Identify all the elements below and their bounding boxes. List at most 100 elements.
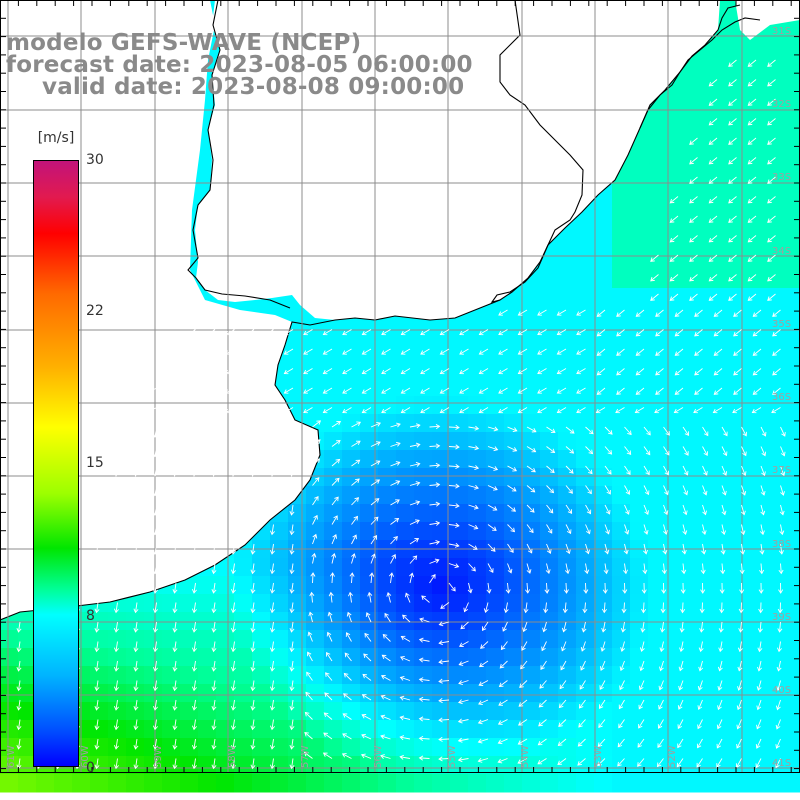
- wind-arrow: [616, 348, 625, 356]
- wind-arrow: [264, 348, 274, 355]
- wind-arrow: [565, 465, 574, 474]
- wind-arrow: [351, 440, 361, 447]
- wind-arrow-head: [244, 369, 250, 375]
- wind-arrow-head: [640, 628, 646, 633]
- wind-arrow: [213, 758, 216, 769]
- wind-arrow: [507, 504, 516, 512]
- wind-arrow-head: [306, 651, 312, 657]
- field-cell: [648, 198, 667, 217]
- wind-arrow-head: [186, 330, 191, 336]
- wind-arrow: [96, 582, 99, 593]
- wind-arrow-head: [205, 330, 211, 336]
- field-cell: [216, 576, 235, 595]
- field-cell: [594, 504, 613, 523]
- field-cell: [612, 450, 631, 469]
- wind-arrow: [206, 329, 216, 335]
- field-cell: [414, 414, 433, 433]
- wind-arrow: [312, 534, 317, 545]
- field-cell: [0, 684, 19, 703]
- wind-arrow-head: [455, 444, 460, 450]
- wind-arrow-head: [342, 350, 347, 355]
- field-cell: [378, 414, 397, 433]
- wind-arrow-head: [492, 526, 497, 531]
- wind-arrow-head: [94, 550, 100, 555]
- wind-arrow-head: [382, 633, 388, 639]
- field-cell: [792, 90, 800, 109]
- wind-arrow: [438, 719, 450, 721]
- wind-arrow: [717, 699, 723, 710]
- field-cell: [558, 432, 577, 451]
- wind-arrow-head: [584, 569, 590, 575]
- field-cell: [792, 288, 800, 307]
- wind-arrow-head: [679, 628, 685, 633]
- wind-arrow: [681, 621, 684, 632]
- wind-arrow-head: [361, 350, 367, 355]
- field-cell: [18, 648, 37, 667]
- wind-arrow-head: [728, 140, 733, 145]
- wind-arrows: [16, 59, 786, 770]
- field-cell: [666, 342, 685, 361]
- wind-arrow-head: [250, 569, 256, 575]
- wind-arrow-head: [659, 666, 664, 672]
- wind-arrow-head: [314, 477, 320, 482]
- field-cell: [504, 576, 523, 595]
- wind-arrow-head: [752, 351, 758, 356]
- wind-arrow: [154, 758, 157, 769]
- coastline-river: [187, 0, 291, 309]
- field-cell: [414, 558, 433, 577]
- wind-arrow-head: [697, 705, 703, 710]
- wind-arrow-head: [689, 159, 694, 165]
- wind-arrow: [560, 660, 567, 670]
- wind-arrow-head: [767, 62, 772, 67]
- field-cell: [468, 342, 487, 361]
- wind-arrow: [458, 699, 469, 703]
- wind-arrow-head: [152, 569, 158, 575]
- wind-arrow: [115, 504, 118, 515]
- field-cell: [576, 522, 595, 541]
- field-cell: [648, 162, 667, 181]
- wind-arrow: [526, 524, 534, 533]
- wind-arrow-head: [577, 761, 582, 766]
- field-cell: [720, 360, 739, 379]
- wind-arrow: [780, 465, 785, 476]
- wind-arrow: [643, 524, 648, 535]
- wind-arrow-head: [380, 694, 386, 700]
- wind-arrow-head: [713, 331, 719, 337]
- wind-arrow: [291, 660, 294, 671]
- wind-arrow-head: [543, 608, 549, 614]
- wind-arrow: [206, 407, 216, 413]
- latitude-label: 41S: [772, 758, 791, 769]
- wind-arrow: [252, 719, 255, 730]
- field-cell: [306, 720, 325, 739]
- wind-arrow-head: [316, 420, 322, 425]
- wind-arrow-head: [780, 491, 785, 496]
- wind-arrow-head: [644, 490, 650, 496]
- field-cell: [342, 684, 361, 703]
- field-cell: [738, 414, 757, 433]
- wind-arrow-head: [478, 350, 484, 355]
- wind-arrow-head: [741, 490, 747, 496]
- wind-arrow: [576, 407, 586, 413]
- wind-arrow: [657, 758, 664, 767]
- wind-arrow-head: [669, 296, 675, 301]
- field-cell: [756, 180, 775, 199]
- field-cell: [360, 720, 379, 739]
- wind-arrow: [303, 407, 313, 413]
- wind-arrow-head: [772, 390, 777, 395]
- wind-arrow-head: [459, 330, 464, 336]
- wind-arrow: [154, 426, 157, 437]
- wind-arrow: [576, 387, 586, 394]
- wind-arrow: [252, 758, 255, 769]
- field-cell: [144, 594, 163, 613]
- field-cell: [162, 774, 181, 793]
- wind-arrow-head: [264, 408, 269, 414]
- field-cell: [450, 378, 469, 397]
- wind-arrow: [291, 699, 294, 710]
- wind-arrow-head: [250, 608, 256, 614]
- wind-arrow: [96, 641, 99, 652]
- wind-arrow: [232, 543, 235, 554]
- wind-arrow-head: [772, 312, 777, 317]
- field-cell: [792, 396, 800, 415]
- field-cell: [486, 450, 505, 469]
- wind-arrow-head: [435, 424, 441, 430]
